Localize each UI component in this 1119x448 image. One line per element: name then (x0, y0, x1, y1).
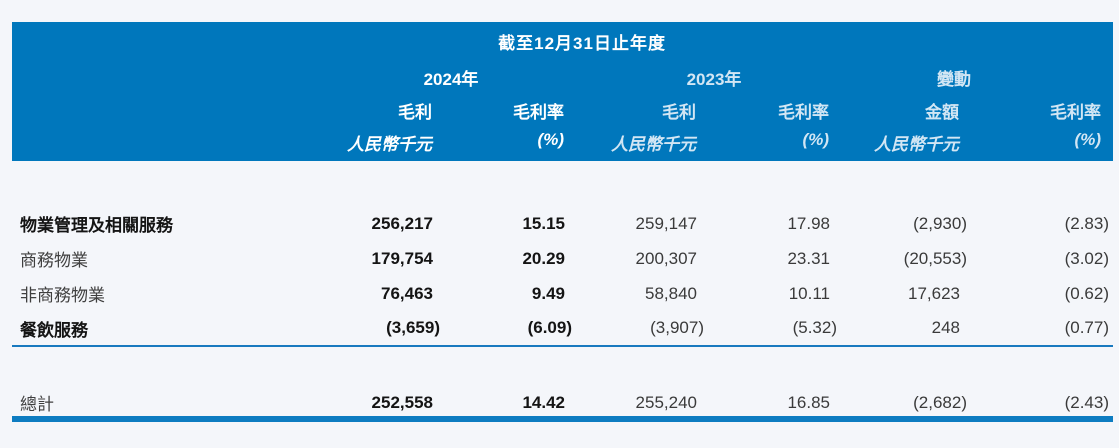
col-header-2024-gross-profit: 毛利 (302, 94, 433, 127)
cell-2023-margin: (5.32) (697, 311, 837, 347)
col-header-2023-gross-profit: 毛利 (565, 94, 697, 127)
cell-2023-gross-profit: 58,840 (645, 283, 697, 303)
cell-2023-margin: 10.11 (788, 283, 830, 303)
empty-cell (1102, 389, 1114, 422)
cell-change-amount: (2,682) (830, 389, 967, 422)
col-header-change-margin: 毛利率 (960, 94, 1102, 127)
cell-change-amount: 248 (830, 311, 960, 347)
header-unit-row: 人民幣千元 (%) 人民幣千元 (%) 人民幣千元 (%) (12, 127, 1114, 161)
cell-2024-margin: 15.15 (522, 213, 565, 233)
table-row-non-commercial-property: 非商務物業 76,463 9.49 58,840 10.11 17,623 (0… (12, 276, 1113, 311)
empty-cell (12, 94, 302, 127)
row-label: 物業管理及相關服務 (20, 216, 173, 235)
table-body: 物業管理及相關服務 256,217 15.15 259,147 17.98 (2… (12, 161, 1114, 422)
cell-2023-gross-profit: 259,147 (635, 213, 697, 233)
header-title-row: 截至12月31日止年度 (12, 22, 1114, 60)
cell-change-margin: (3.02) (1064, 248, 1109, 268)
cell-2024-margin: 9.49 (531, 283, 565, 303)
cell-2023-margin: 16.85 (697, 389, 830, 422)
table-header: 截至12月31日止年度 2024年 2023年 變動 毛利 毛利率 毛利 毛利率… (12, 22, 1114, 161)
col-header-change-amount: 金額 (830, 94, 960, 127)
col-header-2023-margin: 毛利率 (697, 94, 830, 127)
cell-2024-gross-profit: 179,754 (371, 248, 433, 268)
unit-2023-percent: (%) (697, 127, 830, 161)
header-year-row: 2024年 2023年 變動 (12, 60, 1114, 94)
unit-change-percent: (%) (960, 127, 1102, 161)
cell-2023-gross-profit: 255,240 (565, 389, 697, 422)
table-row-commercial-property: 商務物業 179,754 20.29 200,307 23.31 (20,553… (12, 241, 1113, 276)
unit-2023-rmb: 人民幣千元 (565, 127, 697, 161)
spacer-row (12, 346, 1113, 389)
year-2023-header: 2023年 (565, 60, 830, 94)
period-title: 截至12月31日止年度 (12, 22, 1114, 60)
row-label: 非商務物業 (20, 286, 105, 305)
cell-2023-gross-profit: (3,907) (565, 311, 704, 347)
change-header: 變動 (830, 60, 1114, 94)
gross-profit-table: 截至12月31日止年度 2024年 2023年 變動 毛利 毛利率 毛利 毛利率… (12, 22, 1114, 422)
spacer-row (12, 161, 1113, 206)
cell-2024-gross-profit: 252,558 (302, 389, 433, 422)
table-row-property-management: 物業管理及相關服務 256,217 15.15 259,147 17.98 (2… (12, 206, 1113, 241)
col-header-2024-margin: 毛利率 (433, 94, 565, 127)
cell-change-margin: (2.83) (1064, 213, 1109, 233)
empty-cell (12, 60, 302, 94)
row-label: 商務物業 (20, 251, 88, 270)
row-label: 總計 (12, 389, 302, 422)
cell-change-margin: (0.62) (1064, 283, 1109, 303)
table-row-total: 總計 252,558 14.42 255,240 16.85 (2,682) (… (12, 389, 1114, 422)
cell-2023-margin: 17.98 (787, 213, 830, 233)
cell-2023-gross-profit: 200,307 (635, 248, 697, 268)
empty-cell (1102, 127, 1114, 161)
table-row-catering-services: 餐飲服務 (3,659) (6.09) (3,907) (5.32) 248 (… (12, 311, 1114, 347)
cell-change-margin: (2.43) (960, 389, 1109, 422)
empty-cell (12, 127, 302, 161)
unit-change-rmb: 人民幣千元 (830, 127, 960, 161)
cell-2024-gross-profit: 76,463 (381, 283, 433, 303)
header-metric-row: 毛利 毛利率 毛利 毛利率 金額 毛利率 (12, 94, 1114, 127)
cell-2024-margin: 14.42 (433, 389, 565, 422)
cell-change-margin: (0.77) (960, 311, 1109, 347)
row-label: 餐飲服務 (12, 311, 302, 347)
unit-2024-rmb: 人民幣千元 (302, 127, 433, 161)
empty-cell (1102, 94, 1114, 127)
empty-cell (1102, 311, 1114, 347)
cell-2024-margin: 20.29 (522, 248, 565, 268)
cell-2024-gross-profit: 256,217 (371, 213, 433, 233)
year-2024-header: 2024年 (302, 60, 565, 94)
unit-2024-percent: (%) (433, 127, 565, 161)
cell-2024-gross-profit: (3,659) (302, 311, 440, 347)
cell-change-amount: (2,930) (913, 213, 967, 233)
cell-2023-margin: 23.31 (787, 248, 830, 268)
cell-change-amount: (20,553) (903, 248, 967, 268)
cell-2024-margin: (6.09) (433, 311, 572, 347)
cell-change-amount: 17,623 (908, 283, 960, 303)
